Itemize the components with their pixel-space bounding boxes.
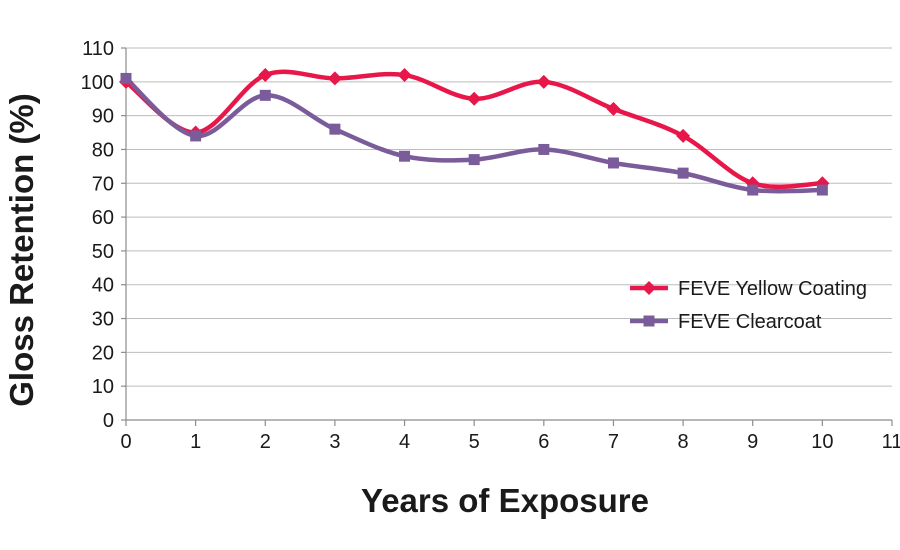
legend-label-feve-clearcoat: FEVE Clearcoat bbox=[678, 311, 822, 333]
y-tick-label-20: 20 bbox=[92, 342, 114, 364]
x-tick-label-7: 7 bbox=[608, 431, 619, 453]
data-point-feve-clearcoat-6 bbox=[538, 143, 550, 155]
x-tick-label-2: 2 bbox=[260, 431, 271, 453]
data-point-feve-yellow-coating-8 bbox=[676, 128, 691, 143]
y-tick-label-40: 40 bbox=[92, 275, 114, 297]
x-axis-title: Years of Exposure bbox=[361, 482, 649, 519]
x-tick-label-6: 6 bbox=[538, 431, 549, 453]
y-tick-label-90: 90 bbox=[92, 106, 114, 128]
series-markers bbox=[119, 68, 830, 196]
data-point-feve-clearcoat-4 bbox=[399, 150, 411, 162]
data-point-feve-clearcoat-3 bbox=[329, 123, 341, 135]
data-point-feve-clearcoat-0 bbox=[120, 72, 132, 84]
x-tick-label-1: 1 bbox=[190, 431, 201, 453]
x-tick-label-0: 0 bbox=[120, 431, 131, 453]
legend-marker-feve-clearcoat bbox=[643, 315, 655, 327]
y-tick-label-70: 70 bbox=[92, 173, 114, 195]
data-point-feve-yellow-coating-3 bbox=[327, 71, 342, 86]
data-point-feve-yellow-coating-2 bbox=[258, 68, 273, 83]
y-axis-title: Gloss Retention (%) bbox=[3, 93, 40, 407]
x-tick-label-10: 10 bbox=[811, 431, 833, 453]
data-point-feve-yellow-coating-6 bbox=[536, 74, 551, 89]
x-tick-label-4: 4 bbox=[399, 431, 410, 453]
data-point-feve-yellow-coating-7 bbox=[606, 101, 621, 116]
tick-labels: 0 10 20 30 40 50 60 70 80 90 100 110 0 1 2 3 4 5 6 7 8 9 10 11 bbox=[81, 38, 900, 453]
y-tick-label-80: 80 bbox=[92, 139, 114, 161]
y-tick-label-0: 0 bbox=[103, 410, 114, 432]
legend-label-feve-yellow-coating: FEVE Yellow Coating bbox=[678, 278, 867, 300]
y-tick-label-110: 110 bbox=[82, 38, 114, 60]
data-point-feve-clearcoat-7 bbox=[607, 157, 619, 169]
axes bbox=[121, 47, 893, 426]
data-point-feve-yellow-coating-5 bbox=[467, 91, 482, 106]
x-tick-label-5: 5 bbox=[469, 431, 480, 453]
data-point-feve-clearcoat-1 bbox=[190, 130, 202, 142]
x-tick-label-8: 8 bbox=[678, 431, 689, 453]
data-point-feve-clearcoat-9 bbox=[747, 184, 759, 196]
legend-marker-feve-yellow-coating bbox=[642, 281, 656, 295]
y-tick-label-50: 50 bbox=[92, 241, 114, 263]
y-tick-label-10: 10 bbox=[92, 376, 114, 398]
x-tick-label-9: 9 bbox=[747, 431, 758, 453]
data-point-feve-yellow-coating-4 bbox=[397, 68, 412, 83]
data-point-feve-clearcoat-2 bbox=[259, 89, 271, 101]
y-tick-label-100: 100 bbox=[81, 72, 114, 94]
series-line-feve-yellow-coating bbox=[123, 69, 825, 190]
grid-lines bbox=[126, 47, 892, 387]
x-tick-label-11: 11 bbox=[882, 431, 900, 453]
data-point-feve-clearcoat-5 bbox=[468, 154, 480, 166]
y-tick-label-60: 60 bbox=[92, 207, 114, 229]
data-point-feve-clearcoat-10 bbox=[816, 184, 828, 196]
legend: FEVE Yellow Coating FEVE Clearcoat bbox=[630, 278, 867, 333]
x-tick-label-3: 3 bbox=[329, 431, 340, 453]
series-lines bbox=[123, 69, 825, 194]
data-point-feve-clearcoat-8 bbox=[677, 167, 689, 179]
y-tick-label-30: 30 bbox=[92, 309, 114, 331]
